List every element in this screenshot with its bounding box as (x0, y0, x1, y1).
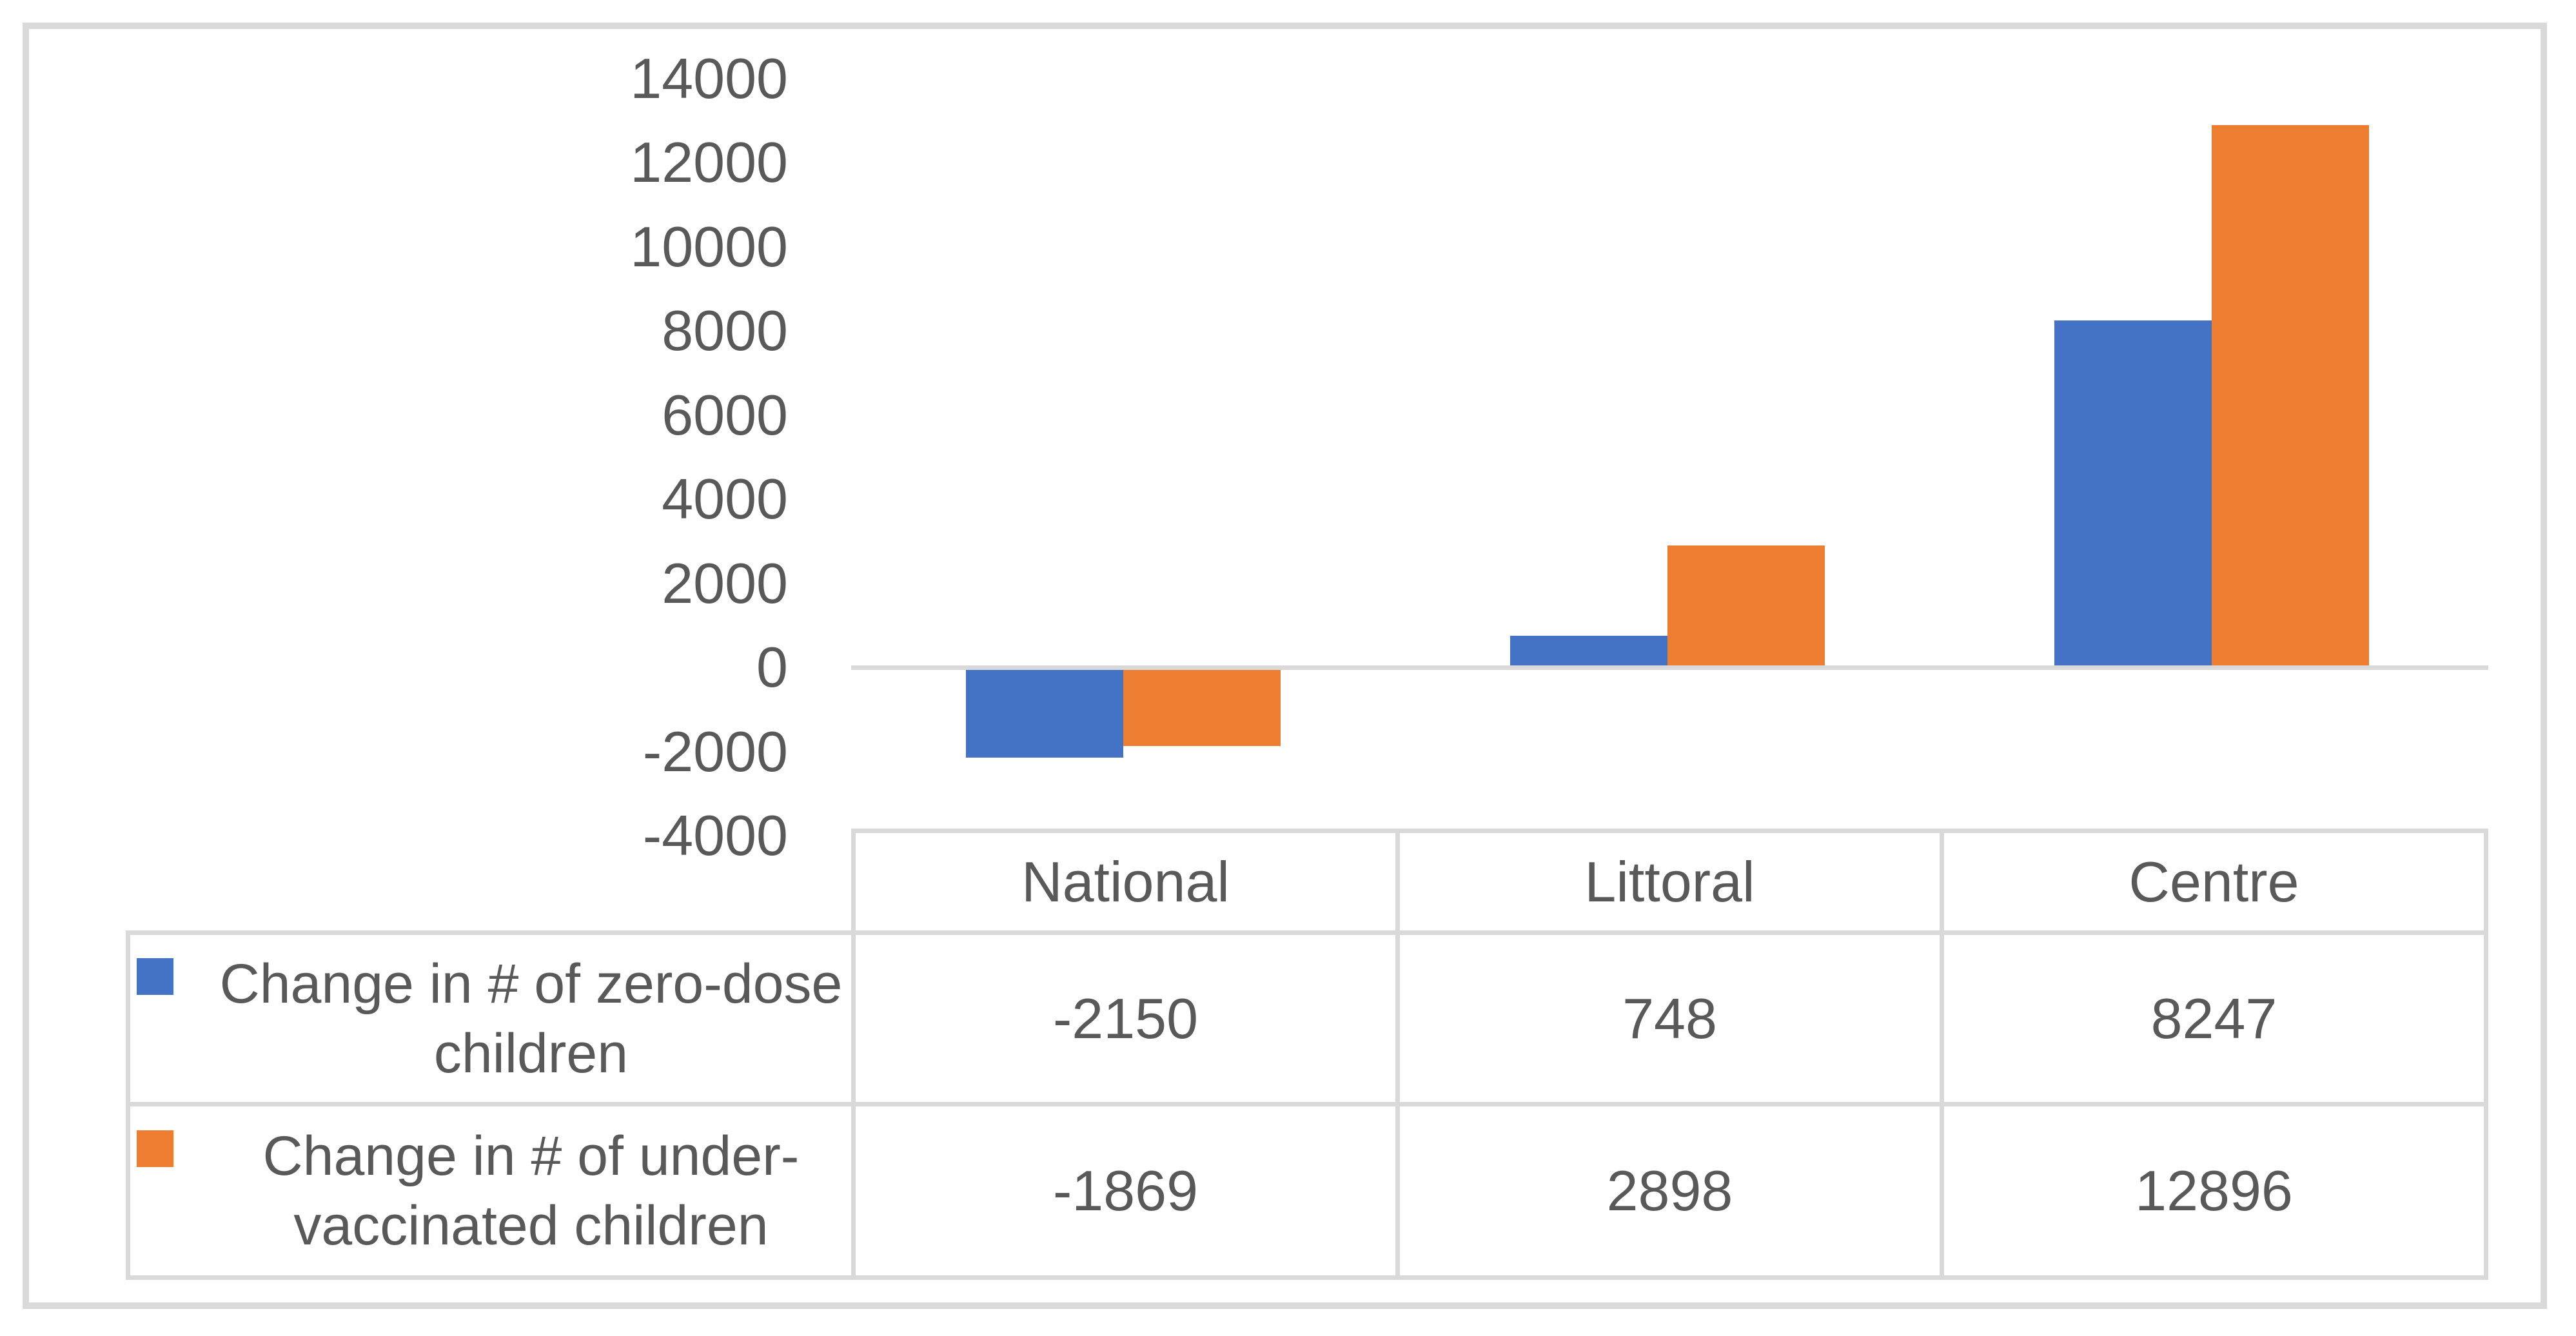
data-table: National Littoral Centre -2150 748 8247 Change… (29, 29, 2541, 1302)
legend-label-line: vaccinated children (293, 1195, 769, 1257)
bar-under-vaccinated-littoral (1667, 545, 1825, 667)
bar-zero-dose-centre (2054, 320, 2212, 667)
zero-dose-legend-swatch-icon (137, 958, 173, 995)
table-border-top (851, 829, 2488, 833)
bar-zero-dose-littoral (1510, 636, 1667, 667)
plot-area (29, 29, 2541, 1302)
under-vaccinated-legend-swatch-icon (137, 1130, 173, 1167)
legend-label-line: children (433, 1023, 629, 1085)
table-border-row-divider (126, 1102, 2488, 1106)
table-border-column (1940, 829, 1944, 1280)
table-value-cell: 2898 (1606, 1159, 1733, 1223)
y-axis-tick-label: 6000 (662, 382, 788, 447)
zero-axis-line (851, 665, 2488, 670)
table-value-cell: -2150 (1052, 986, 1199, 1050)
table-border-header-bottom (126, 930, 2488, 935)
y-axis-tick-label: 8000 (662, 299, 788, 362)
y-axis-tick-label: -4000 (642, 803, 788, 867)
table-value-cell: 8247 (2150, 986, 2277, 1050)
legend-label-line: Change in # of under- (262, 1125, 800, 1187)
y-axis-tick-label: 14000 (630, 46, 788, 110)
legend-label-line: Change in # of zero-dose (219, 953, 843, 1015)
table-border-column (851, 829, 856, 1280)
y-axis-tick-label: 10000 (630, 214, 788, 279)
bar-under-vaccinated-centre (2212, 124, 2369, 667)
table-value-cell: 12896 (2135, 1159, 2293, 1223)
table-header-national: National (1021, 849, 1230, 914)
y-axis-tick-label: 4000 (662, 467, 788, 531)
y-axis-tick-label: 12000 (630, 130, 788, 194)
table-header-littoral: Littoral (1584, 849, 1755, 914)
table-border-bottom (126, 1275, 2488, 1280)
legend-cell-zero-dose: Change in # of zero-dose children (130, 935, 851, 1102)
table-border-column (1395, 829, 1400, 1280)
y-axis-tick-label: -2000 (642, 719, 788, 783)
legend-cell-under-vaccinated: Change in # of under-vaccinated children (130, 1106, 851, 1275)
table-value-cell: 748 (1622, 986, 1717, 1050)
table-border-column (2484, 829, 2488, 1280)
chart-frame: 14000 12000 10000 8000 6000 4000 2000 0 -2000 -40… (23, 23, 2547, 1309)
table-border-left (126, 930, 130, 1280)
y-axis: 14000 12000 10000 8000 6000 4000 2000 0 -2000 -40… (29, 29, 835, 932)
y-axis-tick-label: 2000 (662, 551, 788, 615)
bar-under-vaccinated-national (1123, 667, 1281, 746)
legend-label: Change in # of under-vaccinated children (211, 1121, 851, 1261)
y-axis-tick-label: 0 (756, 635, 788, 699)
bar-zero-dose-national (966, 667, 1123, 758)
legend-label: Change in # of zero-dose children (211, 949, 851, 1088)
table-header-centre: Centre (2129, 849, 2299, 914)
table-value-cell: -1869 (1052, 1159, 1199, 1223)
